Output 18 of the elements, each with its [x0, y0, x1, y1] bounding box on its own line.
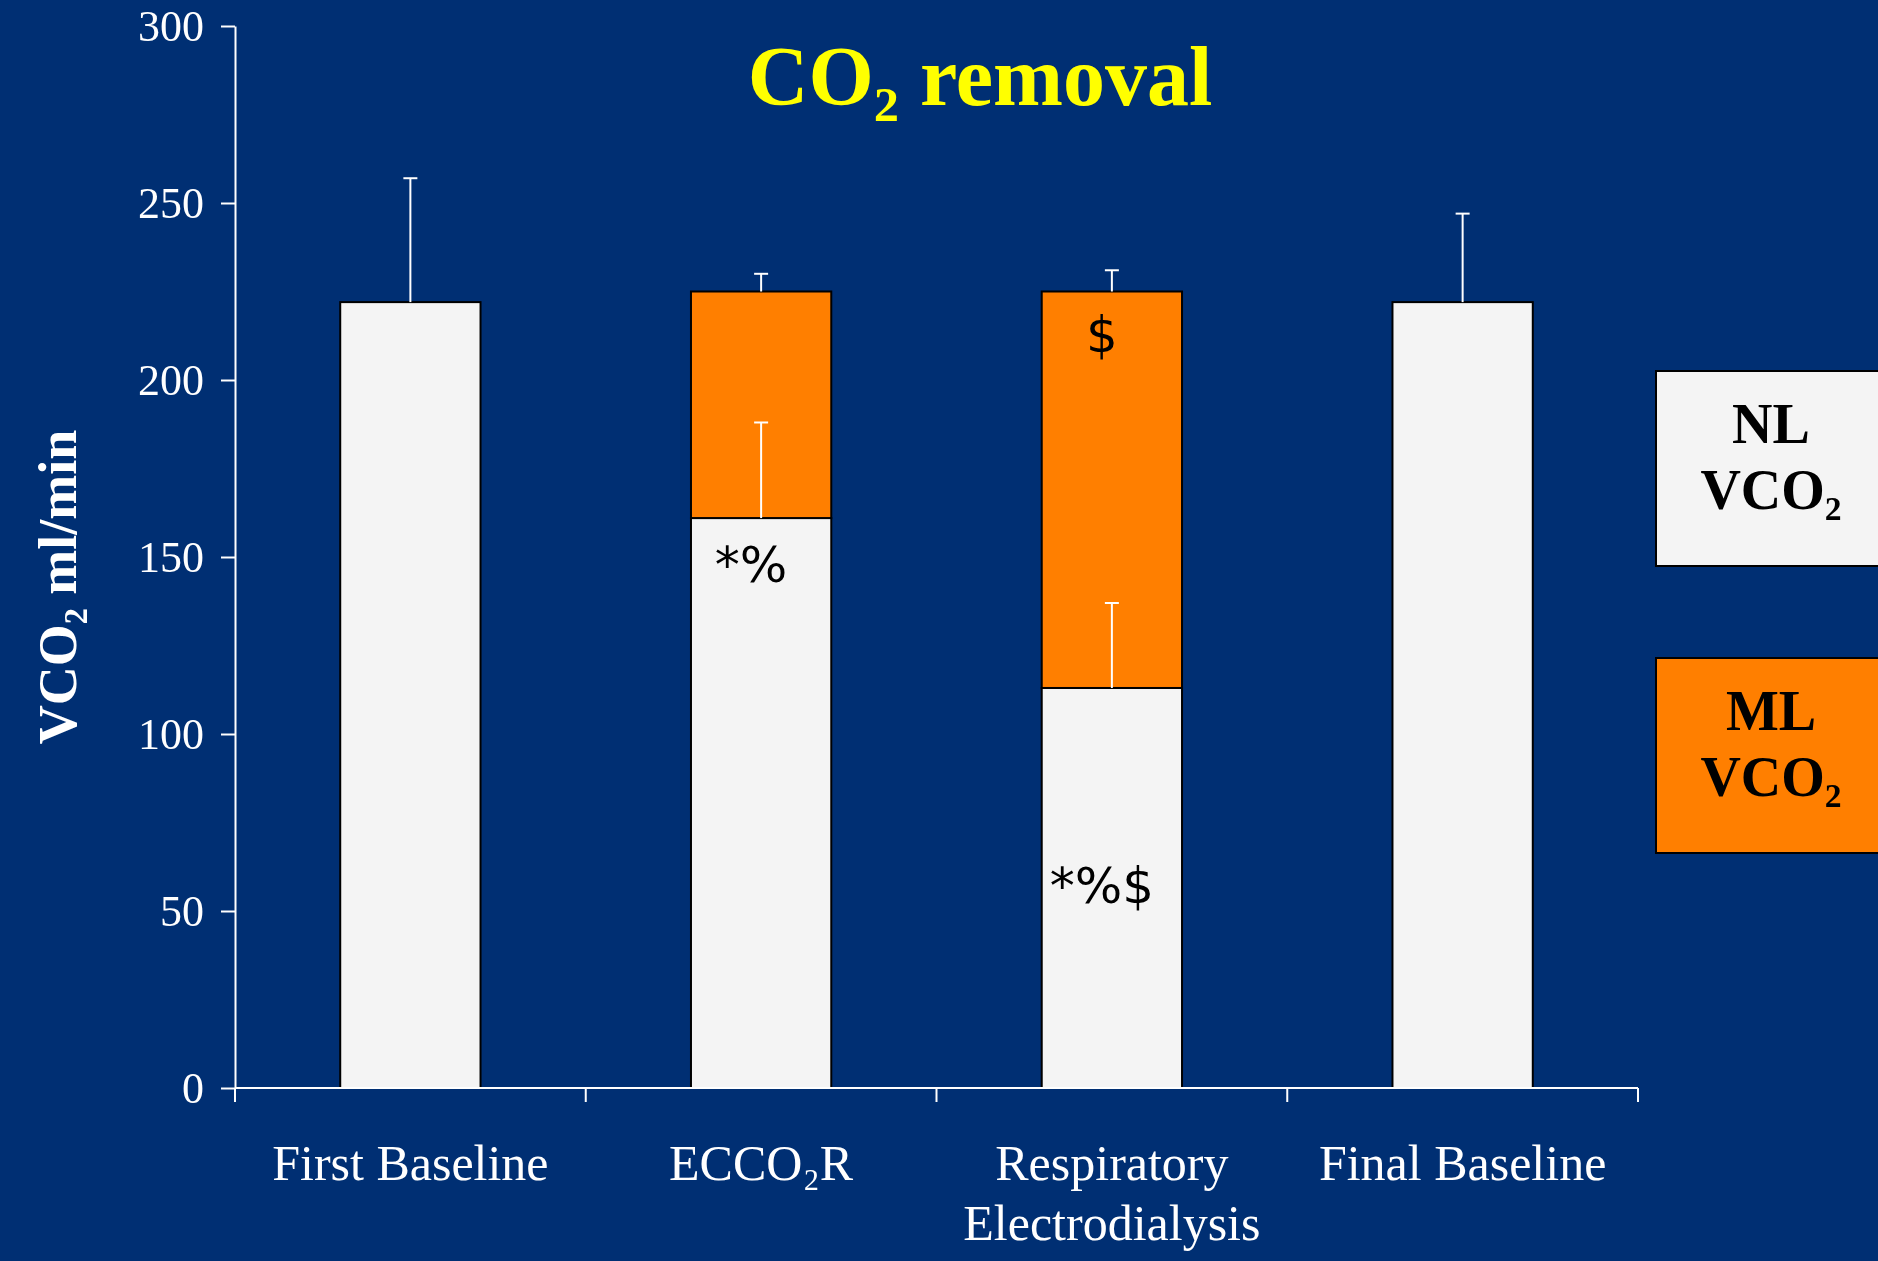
y-tick-label: 150	[138, 532, 204, 582]
y-tick-label: 200	[138, 355, 204, 405]
y-tick-label: 250	[138, 178, 204, 228]
y-axis-title: VCO₂ ml/min	[28, 429, 88, 745]
y-tick-label: 100	[138, 709, 204, 759]
x-tick-label: First Baseline	[272, 1135, 549, 1191]
text: ML VCO₂	[1700, 680, 1842, 808]
x-tick-label: Respiratory Electrodialysis	[963, 1135, 1261, 1251]
annotation: *%	[714, 536, 788, 595]
y-tick-label: 0	[182, 1063, 204, 1113]
x-tick-label: Final Baseline	[1318, 1135, 1607, 1191]
x-tick-label: ECCO₂R	[669, 1135, 854, 1191]
text: NL VCO₂	[1700, 393, 1842, 521]
y-tick-label: 50	[160, 886, 204, 936]
chart-title: CO₂ removal	[747, 30, 1213, 123]
y-tick-label: 300	[138, 1, 204, 51]
annotation: *%$	[1049, 857, 1155, 916]
annotation: $	[1085, 306, 1118, 365]
